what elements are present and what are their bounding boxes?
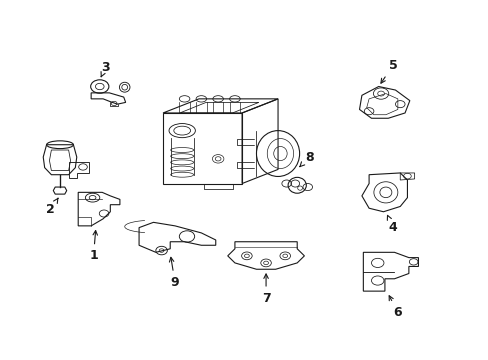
Text: 3: 3: [101, 60, 110, 77]
Text: 7: 7: [261, 274, 270, 305]
Text: 4: 4: [386, 215, 397, 234]
Text: 8: 8: [299, 150, 313, 167]
Text: 5: 5: [380, 59, 397, 83]
Text: 9: 9: [169, 257, 179, 289]
Text: 1: 1: [89, 230, 98, 262]
Text: 2: 2: [46, 198, 58, 216]
Text: 6: 6: [388, 296, 401, 319]
